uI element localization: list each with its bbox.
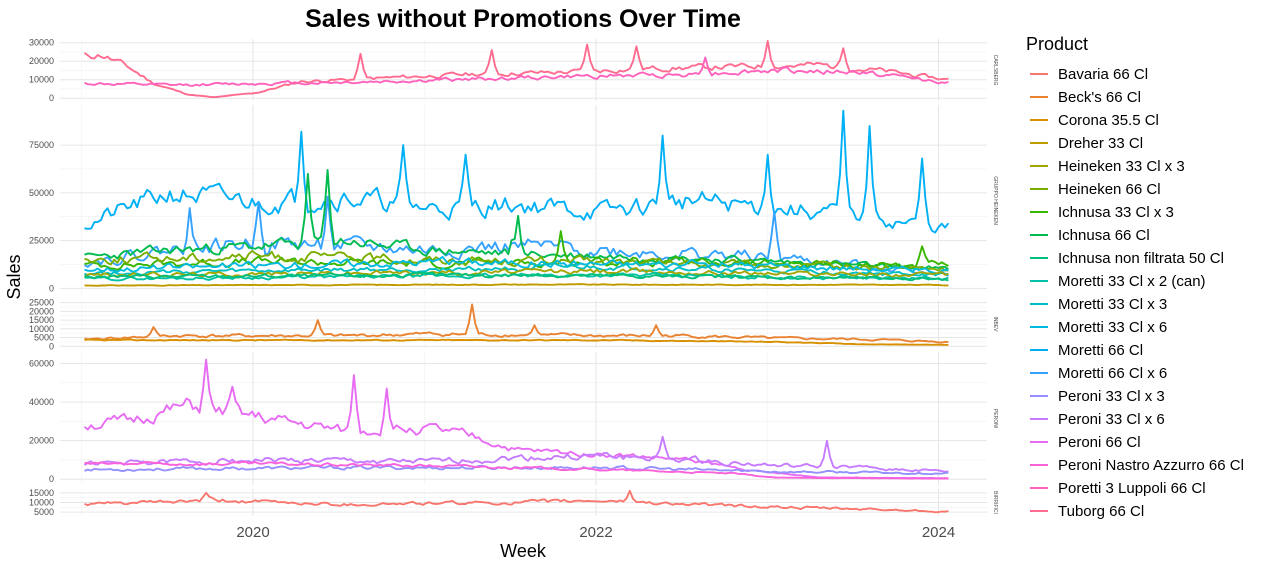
- series-line-moretti-66-cl: [84, 109, 950, 234]
- y-tick-label: 40000: [29, 397, 54, 407]
- series-line-moretti-33-cl-x-3: [84, 262, 949, 277]
- series-line-poretti-3-luppoli-66-cl: [84, 56, 949, 87]
- x-tick-labels: 2020 2022 2024: [236, 524, 955, 541]
- legend-label: Ichnusa 33 Cl x 3: [1058, 204, 1174, 221]
- legend-label: Ichnusa non filtrata 50 Cl: [1058, 250, 1224, 267]
- facet-panel-gruppo-heineken: 0 25000 50000 75000 GRUPPO HEINEKEN: [29, 105, 998, 296]
- chart-title: Sales without Promotions Over Time: [305, 5, 741, 33]
- legend-item: Dreher 33 Cl: [1030, 135, 1143, 152]
- legend-label: Ichnusa 66 Cl: [1058, 227, 1150, 244]
- y-tick-label: 50000: [29, 188, 54, 198]
- legend-item: Moretti 33 Cl x 6: [1030, 319, 1167, 336]
- y-tick-label: 20000: [29, 306, 54, 316]
- series-line-peroni-66-cl: [83, 358, 949, 480]
- y-tick-label: 15000: [29, 488, 54, 498]
- legend: Bavaria 66 Cl Beck's 66 Cl Corona 35.5 Cl D…: [1030, 66, 1244, 520]
- facets-layer: 0100002000030000CARLSBERG025000500007500…: [29, 38, 998, 517]
- legend-item: Ichnusa 33 Cl x 3: [1030, 204, 1174, 221]
- legend-label: Peroni 66 Cl: [1058, 434, 1141, 451]
- y-tick-label: 20000: [29, 56, 54, 66]
- legend-item: Peroni 33 Cl x 6: [1030, 411, 1165, 428]
- y-tick-label: 25000: [29, 298, 54, 308]
- series-line-moretti-66-cl-x-6: [84, 195, 949, 277]
- legend-item: Heineken 66 Cl: [1030, 181, 1161, 198]
- y-tick-label: 10000: [29, 324, 54, 334]
- legend-label: Bavaria 66 Cl: [1058, 66, 1148, 83]
- y-tick-label: 30000: [29, 38, 54, 48]
- legend-label: Heineken 33 Cl x 3: [1058, 158, 1185, 175]
- legend-item: Corona 35.5 Cl: [1030, 112, 1159, 129]
- facet-strip-label: PERONI: [992, 409, 998, 428]
- legend-title: Product: [1026, 34, 1088, 54]
- legend-item: Peroni 33 Cl x 3: [1030, 388, 1165, 405]
- legend-item: Bavaria 66 Cl: [1030, 66, 1148, 83]
- legend-item: Peroni 66 Cl: [1030, 434, 1141, 451]
- legend-item: Moretti 33 Cl x 2 (can): [1030, 273, 1206, 290]
- facet-strip-label: GRUPPO HEINEKEN: [992, 176, 998, 225]
- legend-label: Dreher 33 Cl: [1058, 135, 1143, 152]
- y-tick-label: 0: [49, 474, 54, 484]
- legend-item: Beck's 66 Cl: [1030, 89, 1141, 106]
- legend-label: Peroni Nastro Azzurro 66 Cl: [1058, 457, 1244, 474]
- y-tick-label: 0: [49, 283, 54, 293]
- legend-label: Heineken 66 Cl: [1058, 181, 1161, 198]
- y-tick-label: 10000: [29, 75, 54, 85]
- y-axis-label: Sales: [4, 254, 24, 299]
- legend-label: Moretti 66 Cl x 6: [1058, 365, 1167, 382]
- legend-item: Moretti 66 Cl x 6: [1030, 365, 1167, 382]
- facet-strip-label: INBEV: [992, 316, 998, 332]
- legend-item: Ichnusa non filtrata 50 Cl: [1030, 250, 1224, 267]
- y-tick-label: 25000: [29, 236, 54, 246]
- series-line-beck-s-66-cl: [84, 303, 949, 344]
- legend-label: Moretti 66 Cl: [1058, 342, 1143, 359]
- legend-label: Beck's 66 Cl: [1058, 89, 1141, 106]
- x-axis-label: Week: [500, 541, 547, 561]
- legend-label: Corona 35.5 Cl: [1058, 112, 1159, 129]
- x-tick-label: 2024: [922, 524, 955, 541]
- series-line-tuborg-66-cl: [83, 39, 949, 99]
- legend-item: Tuborg 66 Cl: [1030, 503, 1144, 520]
- legend-item: Ichnusa 66 Cl: [1030, 227, 1150, 244]
- facet-strip-label: CARLSBERG: [992, 55, 998, 86]
- x-tick-label: 2022: [579, 524, 612, 541]
- legend-item: Poretti 3 Luppoli 66 Cl: [1030, 480, 1206, 497]
- legend-item: Heineken 33 Cl x 3: [1030, 158, 1185, 175]
- legend-label: Peroni 33 Cl x 6: [1058, 411, 1165, 428]
- y-tick-label: 60000: [29, 359, 54, 369]
- y-tick-label: 10000: [29, 498, 54, 508]
- series-line-dreher-33-cl: [84, 283, 949, 287]
- y-tick-label: 20000: [29, 436, 54, 446]
- legend-label: Moretti 33 Cl x 3: [1058, 296, 1167, 313]
- series-line-corona-35-5-cl: [84, 338, 949, 346]
- y-tick-label: 75000: [29, 140, 54, 150]
- series-line-peroni-nastro-azzurro-66-cl: [84, 460, 949, 480]
- y-tick-label: 0: [49, 93, 54, 103]
- legend-label: Poretti 3 Luppoli 66 Cl: [1058, 480, 1206, 497]
- facet-panel-carlsberg: 0 10000 20000 30000 CARLSBERG: [29, 38, 998, 104]
- facet-panel-peroni: 0 20000 40000 60000 PERONI: [29, 352, 998, 485]
- y-tick-label: 15000: [29, 315, 54, 325]
- legend-label: Moretti 33 Cl x 6: [1058, 319, 1167, 336]
- series-line-peroni-33-cl-x-6: [83, 435, 949, 473]
- facet-strip-label: BIRRIFICI: [992, 491, 998, 514]
- legend-label: Peroni 33 Cl x 3: [1058, 388, 1165, 405]
- series-line-ichnusa-non-filtrata-50-cl: [84, 271, 949, 282]
- y-tick-label: 5000: [34, 507, 54, 517]
- series-line-moretti-33-cl-x-6: [84, 255, 949, 275]
- legend-label: Moretti 33 Cl x 2 (can): [1058, 273, 1206, 290]
- y-tick-label: 0: [49, 341, 54, 351]
- x-tick-label: 2020: [236, 524, 269, 541]
- legend-label: Tuborg 66 Cl: [1058, 503, 1144, 520]
- legend-item: Moretti 33 Cl x 3: [1030, 296, 1167, 313]
- legend-item: Peroni Nastro Azzurro 66 Cl: [1030, 457, 1244, 474]
- y-tick-label: 5000: [34, 333, 54, 343]
- series-line-bavaria-66-cl: [84, 489, 949, 514]
- legend-item: Moretti 66 Cl: [1030, 342, 1143, 359]
